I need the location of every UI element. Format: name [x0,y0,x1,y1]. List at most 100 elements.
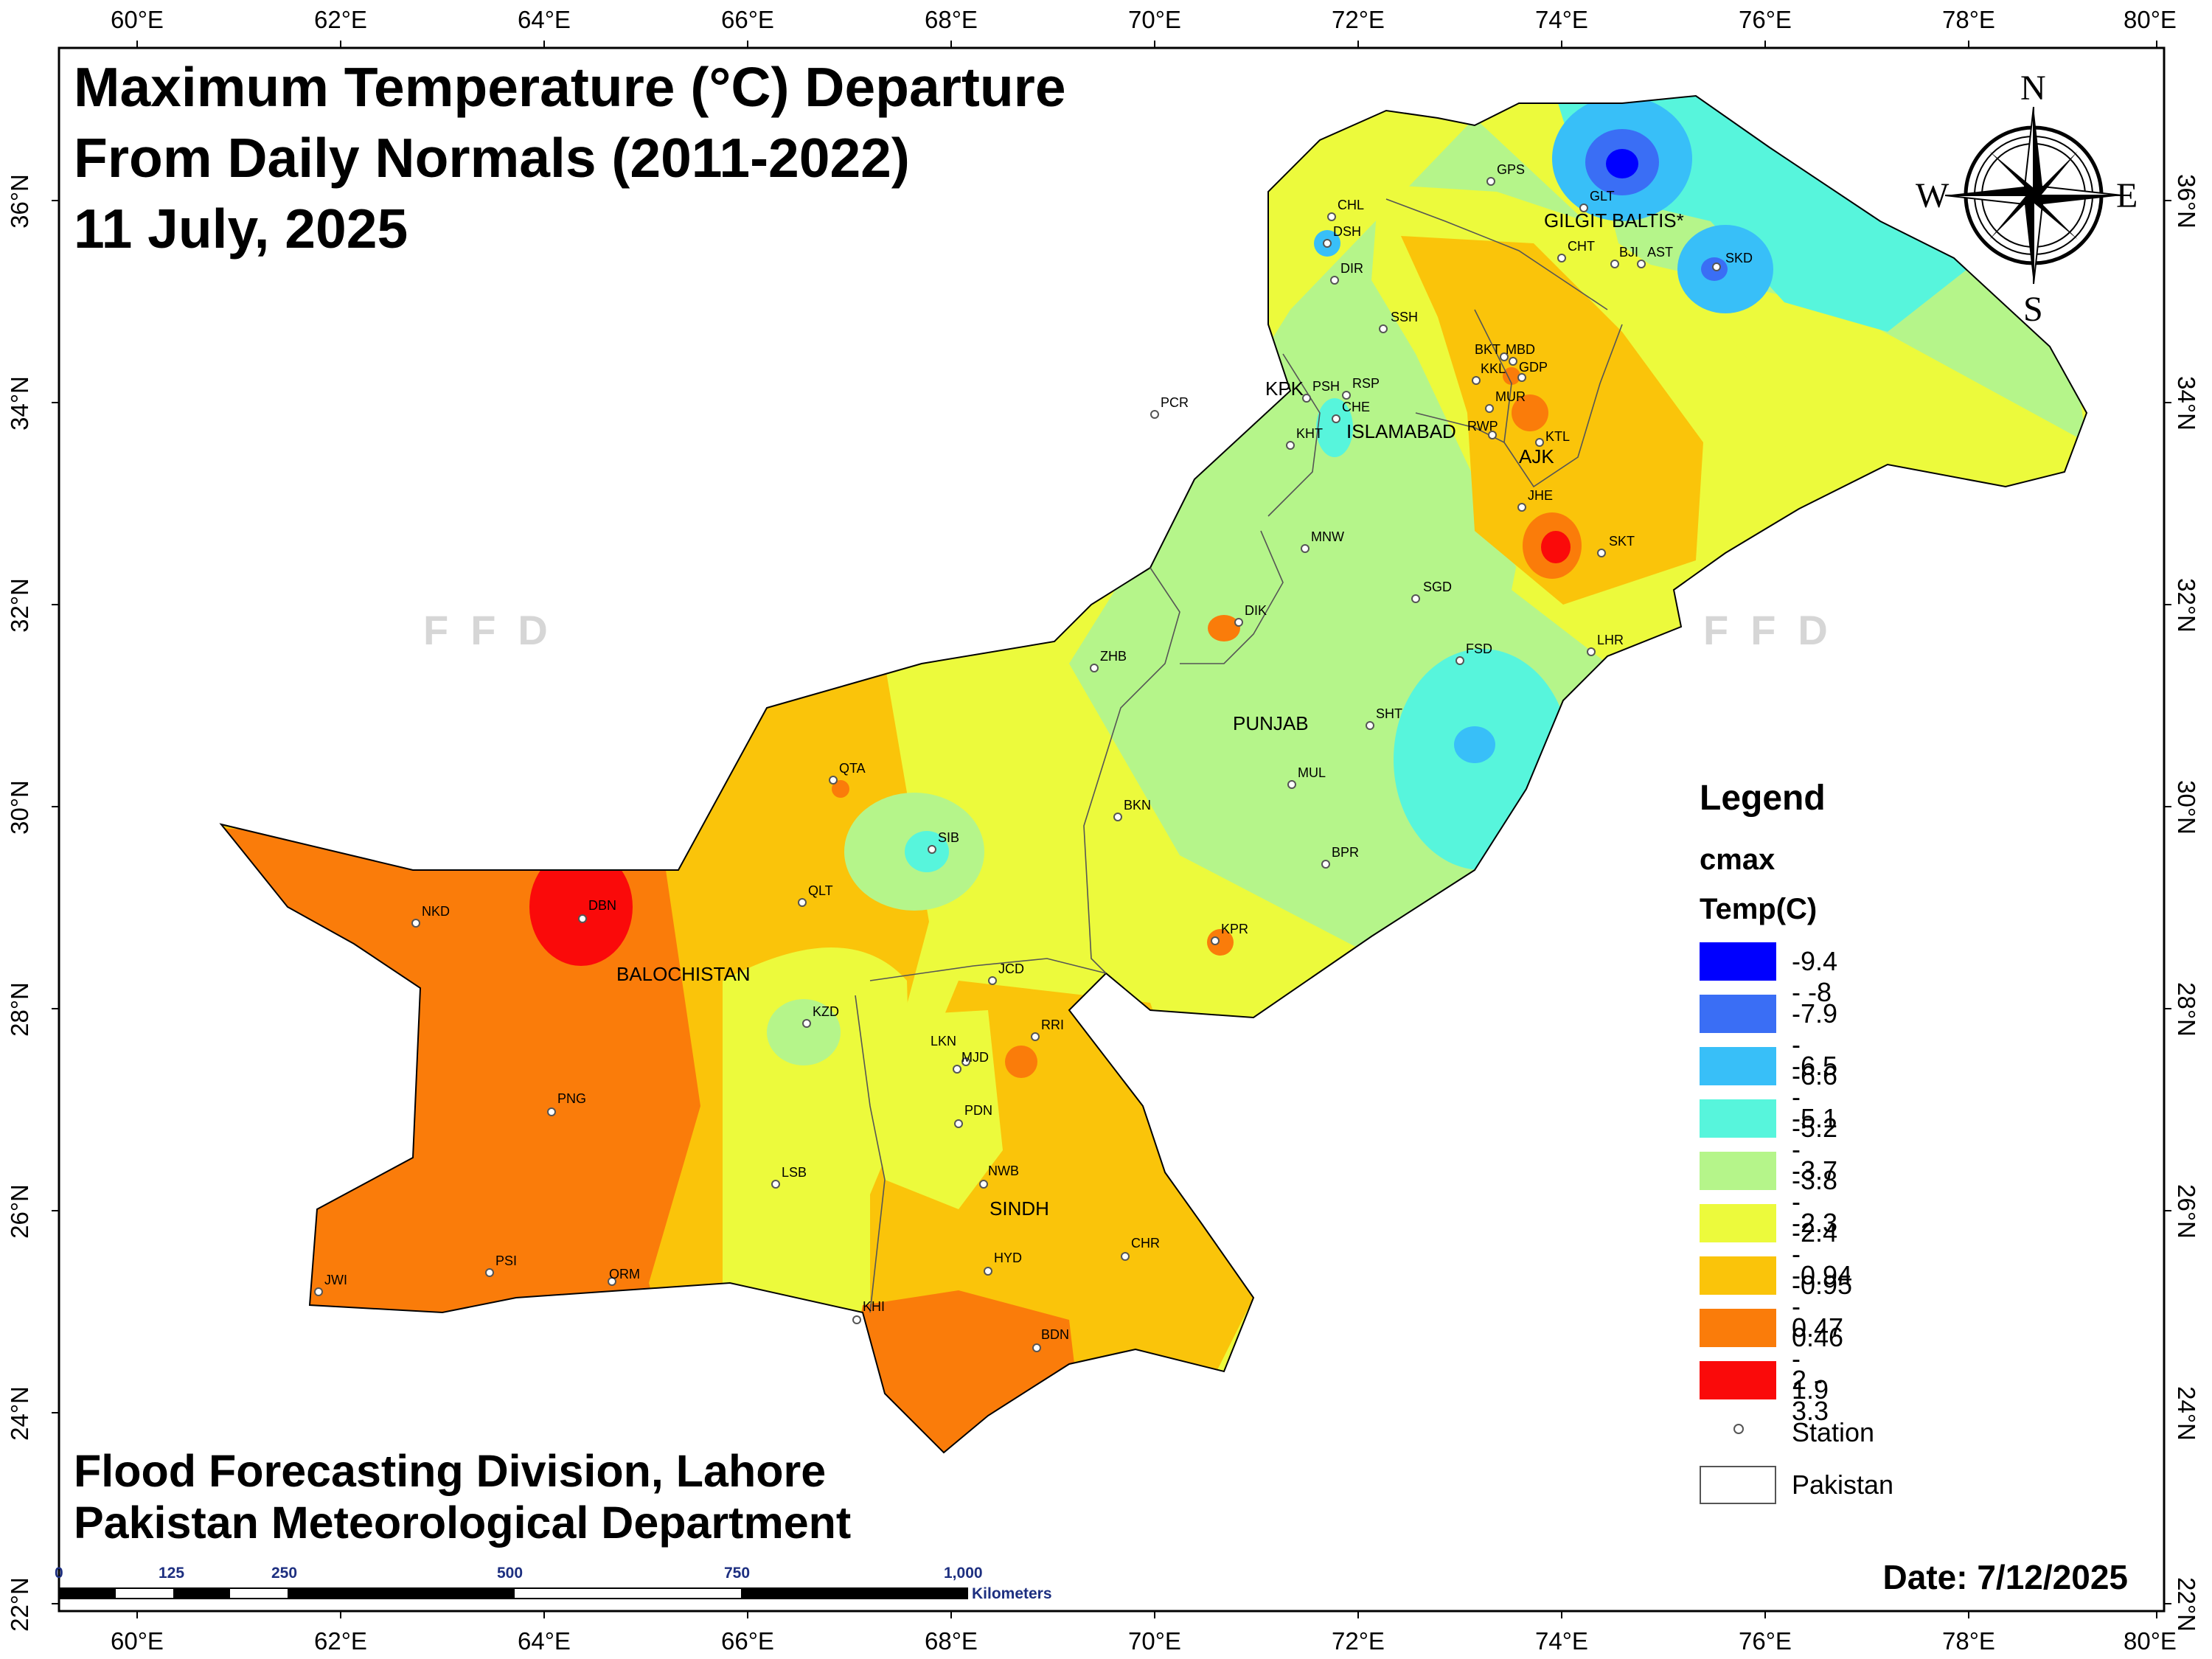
lat-label: 32°N [2172,578,2200,633]
lat-label: 30°N [5,780,33,835]
station: GDP [1517,360,1548,382]
station: SHT [1366,706,1402,730]
svg-text:250: 250 [271,1565,297,1582]
station-label: SGD [1423,580,1452,594]
station: AST [1637,245,1673,268]
lat-label: 28°N [2172,982,2200,1037]
station-label: CHR [1131,1236,1160,1251]
station: SIB [928,830,959,854]
station: LHR [1587,633,1624,656]
station-label: BDN [1041,1327,1069,1342]
station-marker-icon [578,914,587,923]
station-label: KPR [1221,922,1248,936]
legend-swatch [1700,1047,1776,1085]
legend-swatch [1700,1256,1776,1295]
lon-label: 76°E [1739,1627,1792,1655]
legend-label: -7.9 - -6.6 [1792,998,1838,1091]
station-marker-icon [928,845,936,854]
region-label: SINDH [990,1197,1049,1220]
station-label: SKT [1609,534,1635,549]
station-label: DIR [1340,261,1363,276]
lon-label: 80°E [2124,6,2177,33]
svg-text:S: S [2023,290,2043,329]
station-marker-icon [984,1267,992,1276]
boundary-swatch [1700,1466,1776,1504]
station-label: HYD [994,1251,1022,1265]
lat-label: 24°N [5,1386,33,1441]
station: BKN [1113,798,1151,821]
legend-label: -5.1 - -3.8 [1792,1103,1838,1195]
station-marker-icon [1032,1343,1041,1352]
station-marker-icon [1150,410,1159,419]
station-label: PNG [557,1091,586,1106]
station: MUL [1287,765,1326,789]
title-line: Maximum Temperature (°C) Departure [74,56,1066,118]
legend-class-row: 0.47 - 1.9 [1700,1309,1843,1405]
station: BKT [1475,342,1509,361]
station-marker-icon [1031,1032,1040,1041]
station-marker-icon [1587,647,1596,656]
station-label: BKT [1475,342,1500,357]
station-label: CHT [1568,239,1595,254]
legend-label: Pakistan [1792,1470,1894,1500]
station-label: LKN [931,1034,956,1048]
station: JHE [1517,488,1553,512]
station: RRI [1031,1018,1064,1041]
station-marker-icon [1302,394,1311,403]
station: NWB [979,1164,1019,1189]
lon-label: 60°E [111,6,164,33]
station-label: GLT [1590,189,1615,204]
station-marker-icon [829,776,838,785]
station-label: JCD [998,961,1024,976]
station-marker-icon [1327,212,1336,221]
legend-class-row: -2.3 - -0.95 [1700,1204,1852,1300]
watermark: FFD [1703,607,1850,653]
station-label: SHT [1376,706,1402,721]
station-label: PDN [964,1103,992,1118]
station-label: FSD [1466,641,1492,656]
station: ORM [608,1267,640,1286]
lon-label: 80°E [2124,1627,2177,1655]
station: ZHB [1090,649,1127,672]
legend-boundary-row: Pakistan [1700,1466,1893,1518]
credits: Flood Forecasting Division, Lahore Pakis… [74,1445,851,1548]
station-marker-icon [1517,373,1526,382]
station-marker-icon [954,1119,963,1128]
region-labels: GILGIT BALTIS* KPK ISLAMABAD AJK PUNJAB … [616,209,1684,1220]
station-marker-icon [1472,376,1481,385]
legend-label: -3.7 - -2.4 [1792,1155,1838,1248]
region-label: BALOCHISTAN [616,963,751,985]
station: PNG [547,1091,586,1116]
station: BDN [1032,1327,1069,1352]
station: KZD [802,1004,839,1028]
svg-text:500: 500 [497,1565,523,1582]
station-marker-icon [1342,391,1351,400]
station-marker-icon [1500,352,1509,361]
station-label: JHE [1528,488,1553,503]
station-label: PSH [1312,379,1340,394]
station-marker-icon [1211,936,1220,945]
station-marker-icon [608,1277,616,1286]
station: CHT [1557,239,1595,262]
station-label: CHE [1342,400,1370,414]
legend-class-row: 2 - 3.3 [1700,1361,1829,1426]
station: MNW [1301,529,1344,553]
station-label: PCR [1161,395,1189,410]
station-label: BJI [1619,245,1638,260]
station-label: ORM [609,1267,640,1281]
title-line: From Daily Normals (2011-2022) [74,127,910,189]
station-label: RSP [1352,376,1380,391]
compass-rose: N S E W [1916,69,2138,329]
station-marker-icon [1597,549,1606,557]
legend-swatch [1700,1099,1776,1138]
station: PCR [1150,395,1189,419]
station-marker-icon [953,1065,961,1074]
stations: GPS GLT CHL DSH DIR CHT BJI AST SKD SSH … [314,162,1753,1352]
station-label: QTA [839,761,866,776]
lat-label: 36°N [5,174,33,229]
station-marker-icon [1509,357,1517,366]
watermark: FFD [423,607,570,653]
legend-swatch [1700,1361,1776,1399]
station-marker-icon [411,919,420,928]
legend-swatch [1700,1152,1776,1190]
